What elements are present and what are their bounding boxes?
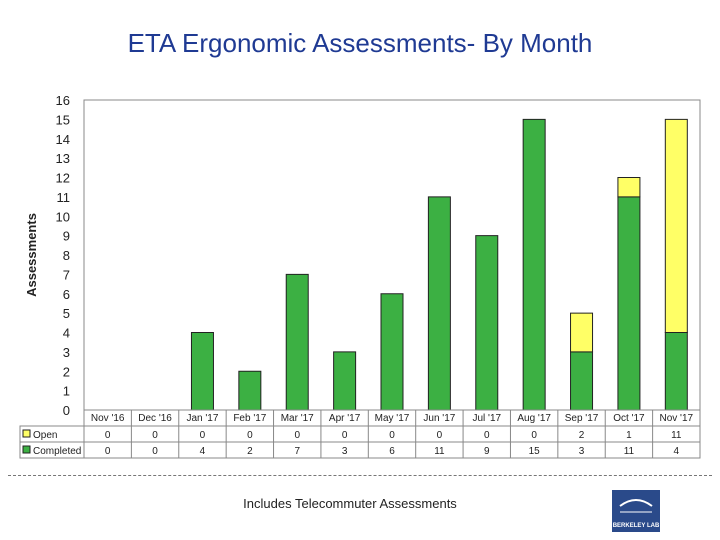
bar-open bbox=[570, 312, 594, 353]
berkeley-lab-logo: BERKELEY LAB bbox=[612, 490, 660, 532]
bar-completed bbox=[475, 235, 499, 411]
y-tick-label: 1 bbox=[63, 384, 70, 399]
x-tick-label: Mar '17 bbox=[281, 413, 314, 424]
y-tick-label: 7 bbox=[63, 267, 70, 282]
footnote: Includes Telecommuter Assessments bbox=[243, 496, 457, 511]
building-icon bbox=[619, 499, 653, 513]
logo-text: BERKELEY LAB bbox=[612, 523, 660, 529]
table-cell-completed: 11 bbox=[624, 446, 635, 457]
x-tick-label: Jan '17 bbox=[186, 413, 218, 424]
x-tick-label: Sep '17 bbox=[565, 413, 599, 424]
legend-swatch-completed bbox=[22, 445, 31, 454]
bar-completed bbox=[570, 351, 594, 411]
y-tick-label: 11 bbox=[57, 190, 71, 205]
table-cell-completed: 6 bbox=[389, 446, 395, 457]
table-cell-open: 1 bbox=[626, 430, 632, 441]
bar-completed bbox=[522, 118, 546, 411]
table-cell-completed: 3 bbox=[342, 446, 348, 457]
y-tick-label: 6 bbox=[63, 287, 70, 302]
table-cell-open: 0 bbox=[437, 430, 443, 441]
y-tick-label: 2 bbox=[63, 364, 70, 379]
legend-label: Completed bbox=[33, 446, 81, 457]
y-tick-label: 4 bbox=[63, 326, 70, 341]
table-cell-open: 11 bbox=[671, 430, 682, 441]
x-tick-label: May '17 bbox=[375, 413, 410, 424]
y-tick-label: 10 bbox=[56, 209, 70, 224]
table-cell-open: 0 bbox=[484, 430, 490, 441]
chart-title: ETA Ergonomic Assessments- By Month bbox=[127, 28, 593, 58]
x-tick-label: Aug '17 bbox=[517, 413, 551, 424]
x-tick-label: Feb '17 bbox=[233, 413, 266, 424]
y-tick-label: 9 bbox=[63, 229, 70, 244]
table-cell-completed: 9 bbox=[484, 446, 490, 457]
table-cell-open: 0 bbox=[105, 430, 111, 441]
bar-open bbox=[617, 177, 641, 198]
y-tick-label: 3 bbox=[63, 345, 70, 360]
x-tick-label: Nov '16 bbox=[91, 413, 125, 424]
table-cell-completed: 7 bbox=[294, 446, 300, 457]
bar-completed bbox=[664, 332, 688, 411]
bar-open bbox=[664, 118, 688, 333]
x-tick-label: Nov '17 bbox=[660, 413, 694, 424]
table-cell-open: 0 bbox=[342, 430, 348, 441]
bar-completed bbox=[190, 332, 214, 411]
table-cell-open: 0 bbox=[294, 430, 300, 441]
table-cell-open: 0 bbox=[247, 430, 253, 441]
y-tick-label: 8 bbox=[63, 248, 70, 263]
table-cell-open: 0 bbox=[200, 430, 206, 441]
table-cell-completed: 0 bbox=[105, 446, 111, 457]
y-tick-label: 13 bbox=[56, 151, 70, 166]
x-tick-label: Apr '17 bbox=[329, 413, 361, 424]
x-tick-label: Oct '17 bbox=[613, 413, 645, 424]
table-cell-open: 0 bbox=[389, 430, 395, 441]
bar-completed bbox=[238, 370, 262, 411]
y-tick-label: 16 bbox=[56, 93, 70, 108]
table-cell-completed: 0 bbox=[152, 446, 158, 457]
legend-swatch-open bbox=[22, 429, 31, 438]
y-tick-label: 12 bbox=[56, 171, 70, 186]
x-tick-label: Dec '16 bbox=[138, 413, 172, 424]
divider bbox=[8, 475, 712, 476]
table-cell-completed: 3 bbox=[579, 446, 585, 457]
y-tick-label: 0 bbox=[63, 403, 70, 418]
table-cell-completed: 11 bbox=[434, 446, 445, 457]
legend-label: Open bbox=[33, 430, 57, 441]
table-cell-completed: 4 bbox=[200, 446, 206, 457]
y-tick-label: 14 bbox=[56, 132, 70, 147]
x-tick-label: Jun '17 bbox=[423, 413, 455, 424]
y-tick-label: 5 bbox=[63, 306, 70, 321]
x-tick-label: Jul '17 bbox=[472, 413, 501, 424]
bar-completed bbox=[617, 196, 641, 411]
bar-completed bbox=[285, 273, 309, 411]
table-cell-open: 0 bbox=[152, 430, 158, 441]
y-tick-label: 15 bbox=[56, 112, 70, 127]
bar-completed bbox=[380, 293, 404, 411]
table-cell-open: 0 bbox=[531, 430, 537, 441]
table-cell-completed: 4 bbox=[674, 446, 680, 457]
y-axis-label: Assessments bbox=[24, 213, 39, 297]
table-cell-open: 2 bbox=[579, 430, 585, 441]
bar-completed bbox=[333, 351, 357, 411]
bar-completed bbox=[427, 196, 451, 411]
table-cell-completed: 2 bbox=[247, 446, 253, 457]
table-cell-completed: 15 bbox=[529, 446, 541, 457]
